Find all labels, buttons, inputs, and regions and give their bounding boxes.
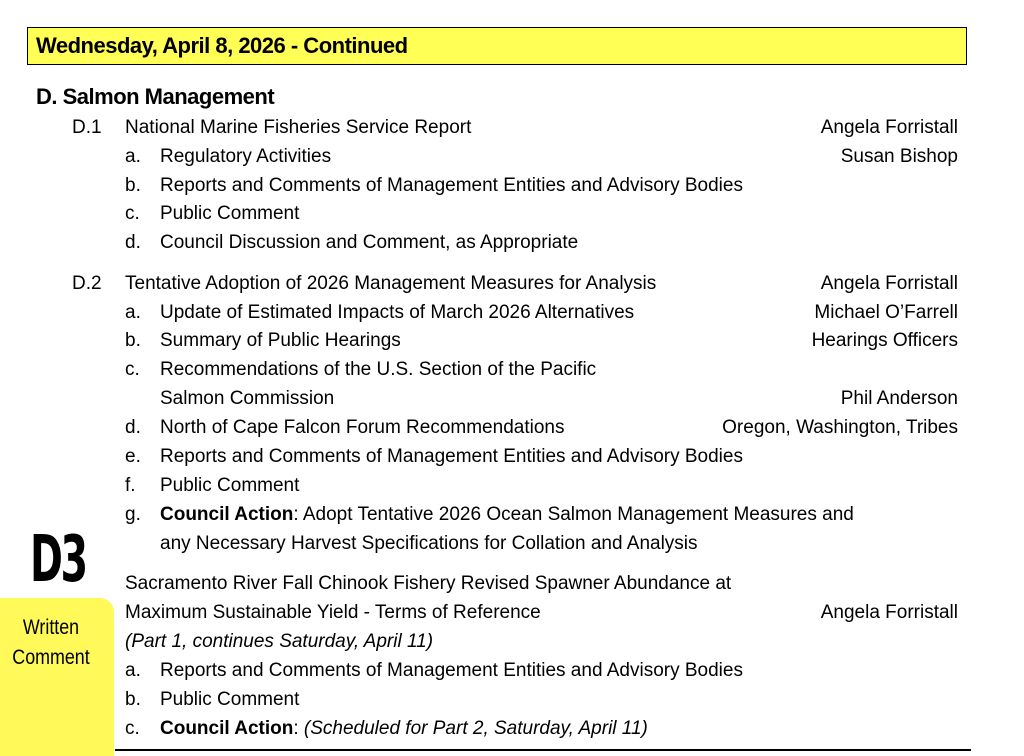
sub-letter: a. <box>125 660 141 681</box>
sub-item: a. Regulatory Activities Susan Bishop <box>0 144 1024 170</box>
presenter: Phil Anderson <box>840 388 958 409</box>
council-action-label: Council Action <box>160 504 294 525</box>
sub-letter: a. <box>125 302 141 323</box>
sub-letter: c. <box>125 203 140 224</box>
sub-item: f. Public Comment <box>0 473 1024 499</box>
agenda-item-d1: D.1 National Marine Fisheries Service Rep… <box>0 115 1024 141</box>
item-number: D.2 <box>72 273 102 294</box>
sub-text: Public Comment <box>160 475 300 496</box>
sub-letter: d. <box>125 417 141 438</box>
sub-text: Salmon Commission <box>160 388 335 409</box>
written-comment-line1: Written <box>22 616 80 639</box>
sub-letter: e. <box>125 446 141 467</box>
sub-letter: g. <box>125 504 141 525</box>
section-heading: D. Salmon Management <box>36 84 275 109</box>
sub-text: Council Action: Adopt Tentative 2026 Oce… <box>160 502 854 528</box>
sub-text: Reports and Comments of Management Entit… <box>160 660 743 681</box>
sub-text: Recommendations of the U.S. Section of t… <box>160 359 597 380</box>
item-title: Maximum Sustainable Yield - Terms of Ref… <box>125 602 541 623</box>
presenter: Angela Forristall <box>820 273 958 294</box>
date-banner: Wednesday, April 8, 2026 - Continued <box>27 27 967 65</box>
agenda-item-d3: Sacramento River Fall Chinook Fishery Re… <box>0 571 1024 597</box>
sub-item: c. Council Action: (Scheduled for Part 2,… <box>0 716 1024 742</box>
sub-item: d. North of Cape Falcon Forum Recommendat… <box>0 415 1024 441</box>
sub-text: Update of Estimated Impacts of March 202… <box>160 302 635 323</box>
council-action-label: Council Action <box>160 718 294 739</box>
part-note: (Part 1, continues Saturday, April 11) <box>125 631 434 652</box>
sub-text: North of Cape Falcon Forum Recommendatio… <box>160 417 565 438</box>
sub-letter: b. <box>125 330 141 351</box>
sub-item-continued: Salmon Commission Phil Anderson <box>0 386 1024 412</box>
d3-stamp: D3 <box>30 523 88 597</box>
sub-item: b. Summary of Public Hearings Hearings Off… <box>0 328 1024 354</box>
sub-letter: d. <box>125 232 141 253</box>
sub-item: a. Update of Estimated Impacts of March 2… <box>0 300 1024 326</box>
written-comment-highlight: Written Comment <box>0 598 114 756</box>
presenter: Angela Forristall <box>820 602 958 623</box>
sub-text: Regulatory Activities <box>160 146 332 167</box>
sub-item: c. Recommendations of the U.S. Section of… <box>0 357 1024 383</box>
presenter: Susan Bishop <box>840 146 958 167</box>
sub-item: c. Public Comment <box>0 201 1024 227</box>
sub-letter: a. <box>125 146 141 167</box>
sub-item: a. Reports and Comments of Management Ent… <box>0 658 1024 684</box>
sub-text: Public Comment <box>160 203 300 224</box>
sub-letter: c. <box>125 359 140 380</box>
sub-item: g. Council Action: Adopt Tentative 2026 O… <box>0 502 1024 528</box>
sub-letter: b. <box>125 175 141 196</box>
sub-item: d. Council Discussion and Comment, as App… <box>0 230 1024 256</box>
sub-letter: f. <box>125 475 136 496</box>
sub-text: Reports and Comments of Management Entit… <box>160 175 743 196</box>
item-title: Sacramento River Fall Chinook Fishery Re… <box>125 573 732 594</box>
date-banner-title: Wednesday, April 8, 2026 - Continued <box>36 33 408 58</box>
sub-item: b. Reports and Comments of Management Ent… <box>0 173 1024 199</box>
presenter: Michael O’Farrell <box>814 302 958 323</box>
schedule-note: (Scheduled for Part 2, Saturday, April 1… <box>303 718 648 739</box>
sub-item: e. Reports and Comments of Management Ent… <box>0 444 1024 470</box>
sub-letter: c. <box>125 718 140 739</box>
written-comment-line2: Comment <box>12 646 90 669</box>
sub-text: Public Comment <box>160 689 300 710</box>
presenter: Angela Forristall <box>820 117 958 138</box>
agenda-item-d3-continued: Maximum Sustainable Yield - Terms of Ref… <box>0 600 1024 626</box>
d3-note: (Part 1, continues Saturday, April 11) <box>0 629 1024 655</box>
sub-text-rest: : Adopt Tentative 2026 Ocean Salmon Mana… <box>293 504 854 525</box>
item-title: National Marine Fisheries Service Report <box>125 117 472 138</box>
sub-text: Summary of Public Hearings <box>160 330 401 351</box>
presenter: Hearings Officers <box>811 330 958 351</box>
bottom-rule <box>115 749 971 751</box>
sub-text: any Necessary Harvest Specifications for… <box>160 533 698 554</box>
sub-item-continued: any Necessary Harvest Specifications for… <box>0 531 1024 557</box>
sub-item: b. Public Comment <box>0 687 1024 713</box>
sub-text: Council Discussion and Comment, as Appro… <box>160 232 579 253</box>
sub-text-rest: : <box>293 718 304 739</box>
agenda-item-d2: D.2 Tentative Adoption of 2026 Management… <box>0 271 1024 297</box>
sub-letter: b. <box>125 689 141 710</box>
sub-text: Reports and Comments of Management Entit… <box>160 446 743 467</box>
item-number: D.1 <box>72 117 102 138</box>
presenter: Oregon, Washington, Tribes <box>722 417 958 438</box>
item-title: Tentative Adoption of 2026 Management Me… <box>125 273 657 294</box>
sub-text: Council Action: (Scheduled for Part 2, S… <box>160 716 648 742</box>
